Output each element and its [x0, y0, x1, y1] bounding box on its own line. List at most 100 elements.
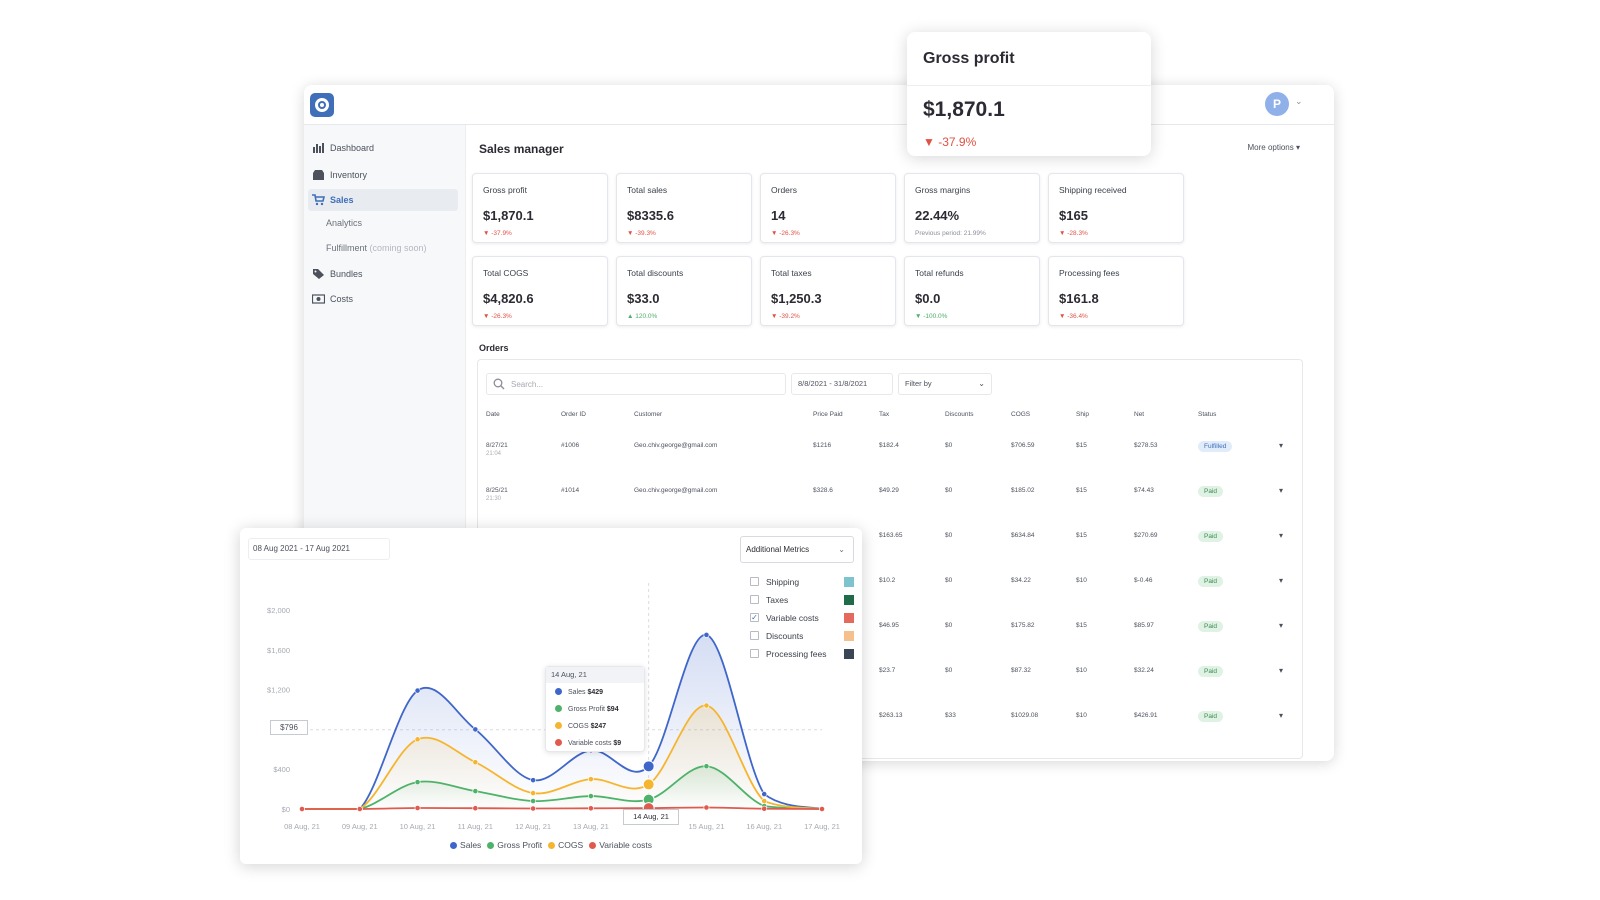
sidebar-item-dashboard[interactable]: Dashboard [308, 137, 458, 159]
checkbox[interactable] [750, 631, 759, 640]
data-point[interactable] [356, 806, 363, 812]
status-badge: Paid [1198, 621, 1224, 632]
search-input[interactable] [511, 377, 781, 392]
data-point[interactable] [472, 759, 479, 766]
sidebar-item-costs[interactable]: Costs [308, 288, 458, 310]
data-point[interactable] [761, 798, 768, 804]
data-point[interactable] [703, 702, 710, 709]
chart-date-range[interactable]: 08 Aug 2021 - 17 Aug 2021 [248, 538, 390, 560]
sidebar-item-bundles[interactable]: Bundles [308, 263, 458, 285]
kpi-card[interactable]: Processing fees $161.8 ▼ -36.4% [1048, 256, 1184, 326]
data-point[interactable] [530, 777, 537, 784]
kpi-change: ▼ -26.3% [483, 313, 512, 320]
row-expand-icon[interactable]: ▾ [1279, 576, 1284, 585]
app-logo[interactable] [310, 93, 334, 117]
data-point[interactable] [414, 736, 421, 743]
data-point[interactable] [414, 805, 421, 811]
kpi-card[interactable]: Total discounts $33.0 ▲ 120.0% [616, 256, 752, 326]
data-point[interactable] [530, 798, 537, 804]
kpi-label: Total refunds [915, 268, 964, 278]
cell-time: 21:04 [486, 451, 502, 457]
date-range-picker[interactable]: 8/8/2021 - 31/8/2021 [791, 373, 893, 395]
data-point[interactable] [587, 805, 594, 812]
data-point[interactable] [299, 806, 305, 812]
data-point[interactable] [761, 791, 768, 797]
metric-option[interactable]: Shipping [750, 574, 860, 590]
data-point[interactable] [587, 793, 594, 799]
additional-metrics-dropdown[interactable]: Additional Metrics ⌄ [740, 536, 854, 563]
data-point[interactable] [472, 805, 479, 812]
metric-option[interactable]: Taxes [750, 592, 860, 608]
kpi-card[interactable]: Shipping received $165 ▼ -28.3% [1048, 173, 1184, 243]
data-point[interactable] [530, 805, 537, 812]
table-cell: $278.53 [1134, 442, 1158, 449]
row-expand-icon[interactable]: ▾ [1279, 666, 1284, 675]
checkbox[interactable] [750, 595, 759, 604]
column-header: Order ID [561, 411, 586, 418]
kpi-card[interactable]: Total taxes $1,250.3 ▼ -39.2% [760, 256, 896, 326]
sidebar-subitem-fulfillment[interactable]: Fulfillment (coming soon) [326, 238, 427, 258]
data-point[interactable] [642, 778, 655, 791]
metric-option[interactable]: Processing fees [750, 646, 860, 662]
row-expand-icon[interactable]: ▾ [1279, 531, 1284, 540]
data-point[interactable] [761, 805, 768, 812]
data-point[interactable] [414, 687, 421, 694]
kpi-card[interactable]: Gross profit $1,870.1 ▼ -37.9% [472, 173, 608, 243]
legend-item[interactable]: Gross Profit [487, 840, 542, 850]
data-point[interactable] [819, 806, 825, 812]
metric-color-swatch [844, 613, 854, 623]
data-point[interactable] [472, 726, 479, 733]
status-badge: Paid [1198, 486, 1224, 497]
column-header: Status [1198, 411, 1217, 418]
legend-item[interactable]: COGS [548, 840, 583, 850]
sidebar-item-inventory[interactable]: Inventory [308, 164, 458, 186]
data-point[interactable] [703, 631, 710, 638]
kpi-card[interactable]: Orders 14 ▼ -26.3% [760, 173, 896, 243]
kpi-card[interactable]: Total refunds $0.0 ▼ -100.0% [904, 256, 1040, 326]
row-expand-icon[interactable]: ▾ [1279, 711, 1284, 720]
cell-value: $182.4 [879, 442, 899, 449]
data-point[interactable] [530, 790, 537, 796]
chevron-down-icon: ▾ [1295, 143, 1300, 152]
data-point[interactable] [587, 776, 594, 783]
sidebar-item-sales[interactable]: Sales [308, 189, 458, 211]
search-icon [493, 378, 505, 390]
filter-dropdown[interactable]: Filter by ⌄ [898, 373, 992, 395]
checkbox[interactable] [750, 577, 759, 586]
kpi-card[interactable]: Gross margins 22.44% Previous period: 21.9… [904, 173, 1040, 243]
cell-value: $15 [1076, 487, 1087, 494]
y-tick-label: $0 [282, 805, 290, 814]
sidebar-item-label: Dashboard [330, 143, 375, 153]
avatar[interactable]: P [1265, 92, 1289, 116]
checkbox[interactable] [750, 649, 759, 658]
kpi-value: 14 [771, 208, 786, 223]
data-point[interactable] [472, 788, 479, 794]
x-tick-label: 11 Aug, 21 [458, 822, 493, 831]
checkbox-checked[interactable]: ✓ [750, 613, 759, 622]
status-badge: Paid [1198, 531, 1224, 542]
table-cell: $185.02 [1011, 487, 1035, 494]
data-point[interactable] [703, 804, 710, 811]
cell-value: $0 [945, 577, 953, 584]
kpi-card[interactable]: Total sales $8335.6 ▼ -39.3% [616, 173, 752, 243]
chevron-down-icon[interactable]: ⌄ [1295, 96, 1303, 106]
more-options-button[interactable]: More options ▾ [1248, 143, 1301, 152]
legend-item[interactable]: Variable costs [589, 840, 652, 850]
row-expand-icon[interactable]: ▾ [1279, 486, 1284, 495]
cell-value: $32.24 [1134, 667, 1154, 674]
metric-option[interactable]: ✓ Variable costs [750, 610, 860, 626]
filter-label: Filter by [905, 379, 932, 388]
kpi-change: ▼ -28.3% [1059, 230, 1088, 237]
data-point[interactable] [703, 763, 710, 770]
metric-option[interactable]: Discounts [750, 628, 860, 644]
sidebar-item-label: Sales [330, 195, 354, 205]
sidebar-subitem-analytics[interactable]: Analytics [326, 213, 362, 233]
cell-value: $634.84 [1011, 532, 1035, 539]
legend-item[interactable]: Sales [450, 840, 481, 850]
data-point[interactable] [642, 760, 655, 773]
table-cell: #1006 [561, 442, 579, 449]
row-expand-icon[interactable]: ▾ [1279, 441, 1284, 450]
kpi-card[interactable]: Total COGS $4,820.6 ▼ -26.3% [472, 256, 608, 326]
row-expand-icon[interactable]: ▾ [1279, 621, 1284, 630]
data-point[interactable] [414, 779, 421, 786]
